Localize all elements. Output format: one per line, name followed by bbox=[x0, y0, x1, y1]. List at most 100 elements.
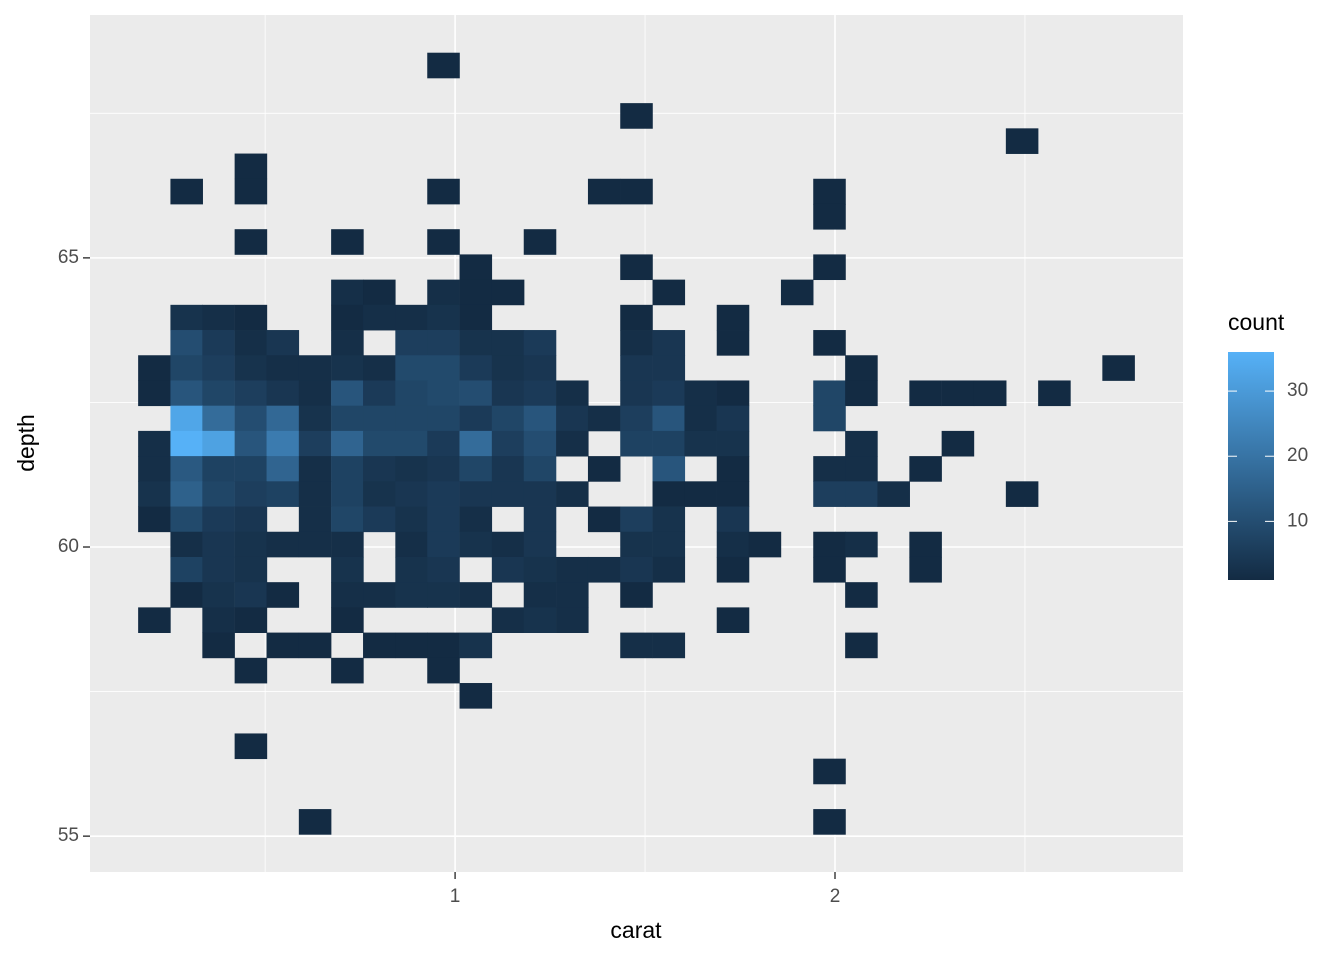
tile bbox=[523, 481, 557, 507]
tile bbox=[587, 556, 621, 583]
tile bbox=[427, 456, 460, 482]
tile bbox=[491, 531, 525, 558]
tile bbox=[620, 632, 653, 659]
tile bbox=[491, 607, 525, 633]
tile bbox=[331, 304, 364, 331]
tile bbox=[266, 456, 300, 482]
tile bbox=[202, 456, 235, 482]
tile bbox=[234, 178, 268, 205]
tile bbox=[684, 481, 717, 507]
tile bbox=[587, 506, 621, 533]
tile bbox=[459, 683, 493, 709]
tile bbox=[170, 506, 203, 533]
tile bbox=[170, 380, 203, 407]
tile bbox=[845, 582, 878, 608]
tile bbox=[459, 430, 493, 457]
tile bbox=[395, 632, 428, 659]
tile bbox=[587, 178, 621, 205]
tile bbox=[909, 456, 942, 482]
tile bbox=[427, 531, 460, 558]
y-tick-label: 55 bbox=[58, 825, 79, 846]
tile bbox=[266, 330, 300, 356]
tile bbox=[813, 254, 846, 281]
tile bbox=[234, 556, 268, 583]
tile bbox=[395, 405, 428, 432]
tile bbox=[523, 456, 557, 482]
tile bbox=[234, 506, 268, 533]
tile bbox=[652, 556, 686, 583]
tile bbox=[813, 330, 846, 356]
y-tick-label: 60 bbox=[58, 536, 79, 557]
tile bbox=[491, 556, 525, 583]
tile bbox=[363, 405, 396, 432]
tile bbox=[395, 380, 428, 407]
tile bbox=[459, 582, 493, 608]
tile bbox=[459, 531, 493, 558]
colorbar-label: 10 bbox=[1287, 510, 1308, 531]
tile bbox=[491, 330, 525, 356]
tile bbox=[170, 456, 203, 482]
tile bbox=[202, 531, 235, 558]
tile bbox=[266, 582, 300, 608]
colorbar-label: 30 bbox=[1287, 380, 1308, 401]
tile bbox=[170, 178, 203, 205]
tile bbox=[202, 632, 235, 659]
tile bbox=[716, 430, 750, 457]
tile bbox=[170, 304, 203, 331]
tile bbox=[395, 506, 428, 533]
tile bbox=[1005, 128, 1039, 154]
tile bbox=[716, 556, 750, 583]
tile bbox=[427, 279, 460, 306]
tile bbox=[331, 582, 364, 608]
tile bbox=[716, 456, 750, 482]
colorbar-label: 20 bbox=[1287, 445, 1308, 466]
tile bbox=[427, 178, 460, 205]
tile bbox=[813, 556, 846, 583]
tile bbox=[427, 304, 460, 331]
tile bbox=[813, 203, 846, 230]
tile bbox=[620, 531, 653, 558]
tile bbox=[331, 279, 364, 306]
legend-title: count bbox=[1228, 309, 1285, 335]
tile bbox=[266, 481, 300, 507]
tile bbox=[652, 430, 686, 457]
tile bbox=[813, 809, 846, 835]
tile bbox=[266, 531, 300, 558]
tile bbox=[395, 330, 428, 356]
tile bbox=[363, 481, 396, 507]
tile bbox=[427, 582, 460, 608]
tile bbox=[427, 481, 460, 507]
tile bbox=[331, 405, 364, 432]
tile bbox=[234, 607, 268, 633]
tile bbox=[652, 531, 686, 558]
tile bbox=[556, 405, 589, 432]
tile bbox=[652, 380, 686, 407]
tile bbox=[459, 405, 493, 432]
tile bbox=[331, 556, 364, 583]
tile bbox=[459, 254, 493, 281]
tile bbox=[170, 556, 203, 583]
tile bbox=[363, 279, 396, 306]
tile bbox=[587, 456, 621, 482]
tile bbox=[234, 481, 268, 507]
tile bbox=[234, 153, 268, 180]
tile bbox=[202, 506, 235, 533]
tile bbox=[523, 430, 557, 457]
tile bbox=[298, 405, 332, 432]
tile bbox=[845, 456, 878, 482]
tile bbox=[363, 380, 396, 407]
tile bbox=[523, 506, 557, 533]
tile bbox=[459, 632, 493, 659]
tile bbox=[716, 304, 750, 331]
tile bbox=[202, 304, 235, 331]
tile bbox=[909, 556, 942, 583]
tile bbox=[298, 809, 332, 835]
tile bbox=[331, 229, 364, 255]
tile bbox=[652, 279, 686, 306]
tile bbox=[202, 330, 235, 356]
tile bbox=[170, 531, 203, 558]
tile bbox=[620, 330, 653, 356]
tile bbox=[491, 279, 525, 306]
tile bbox=[523, 405, 557, 432]
